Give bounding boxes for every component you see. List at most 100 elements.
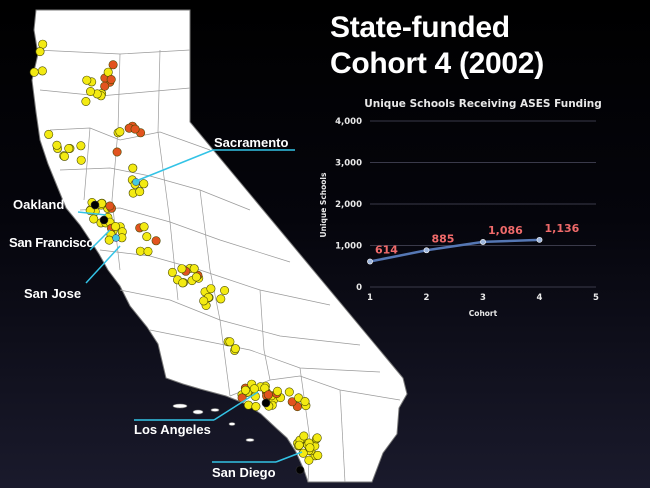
data-point — [423, 247, 430, 254]
school-marker-yellow — [139, 179, 149, 189]
data-labels: 614 885 1,086 1,136 — [375, 222, 580, 257]
data-label: 885 — [432, 232, 455, 245]
city-label-san-francisco: San Francisco — [9, 235, 94, 250]
school-marker-orange — [105, 201, 115, 211]
slide-title: State-funded Cohort 4 (2002) — [330, 10, 544, 82]
y-tick-label: 3,000 — [335, 159, 362, 169]
data-label: 1,136 — [545, 222, 580, 235]
y-tick-labels: 0 1,000 2,000 3,000 4,000 — [335, 117, 362, 293]
school-marker-yellow — [76, 141, 86, 151]
y-axis-label: Unique Schools — [319, 172, 328, 237]
school-marker-yellow — [86, 87, 96, 97]
x-tick-label: 4 — [537, 293, 543, 303]
school-marker-yellow — [284, 387, 294, 397]
school-marker-yellow — [220, 285, 230, 295]
school-marker-orange — [130, 124, 140, 134]
school-marker-yellow — [82, 75, 92, 85]
x-axis-label: Cohort — [469, 309, 498, 318]
school-marker-yellow — [241, 385, 251, 395]
slide-title-line1: State-funded — [330, 11, 510, 44]
slide-title-line2: Cohort 4 (2002) — [330, 47, 544, 80]
school-marker-yellow — [111, 222, 121, 232]
school-marker-yellow — [305, 443, 315, 453]
school-marker-black — [261, 398, 271, 408]
school-marker-orange — [112, 147, 122, 157]
data-label: 1,086 — [488, 224, 523, 237]
school-marker-cyan — [112, 234, 120, 242]
chart-title: Unique Schools Receiving ASES Funding — [364, 98, 602, 110]
school-marker-orange — [263, 390, 273, 400]
school-marker-orange — [151, 236, 161, 246]
school-marker-black — [99, 215, 109, 225]
school-marker-yellow — [313, 450, 323, 460]
chart-gridlines — [370, 120, 596, 288]
san-francisco-leader-line — [89, 229, 111, 251]
school-marker-orange — [100, 81, 110, 91]
data-points — [367, 236, 543, 265]
x-tick-labels: 1 2 3 4 5 — [367, 293, 599, 303]
school-marker-yellow — [115, 127, 125, 137]
school-marker-yellow — [299, 431, 309, 441]
school-marker-yellow — [230, 344, 240, 354]
y-tick-label: 0 — [356, 283, 362, 293]
school-marker-yellow — [139, 222, 149, 232]
school-marker-yellow — [251, 401, 261, 411]
school-marker-yellow — [128, 163, 138, 173]
x-tick-label: 3 — [480, 293, 486, 303]
school-marker-yellow — [304, 455, 314, 465]
city-label-oakland: Oakland — [13, 197, 65, 212]
x-tick-label: 5 — [593, 293, 599, 303]
school-marker-yellow — [52, 140, 62, 150]
school-marker-yellow — [206, 284, 216, 294]
x-tick-label: 1 — [367, 293, 373, 303]
sacramento-leader-line — [135, 149, 214, 182]
oakland-leader-line — [77, 211, 107, 216]
school-marker-black — [295, 465, 305, 475]
school-marker-yellow — [64, 144, 74, 154]
school-marker-yellow — [312, 433, 322, 443]
city-label-san-diego: San Diego — [212, 465, 276, 480]
series-line — [369, 238, 540, 263]
school-markers — [29, 39, 323, 475]
school-marker-yellow — [177, 264, 187, 274]
school-marker-yellow — [44, 129, 54, 139]
y-tick-label: 4,000 — [335, 117, 362, 127]
school-marker-yellow — [272, 386, 282, 396]
school-marker-orange — [108, 60, 118, 70]
x-tick-label: 2 — [424, 293, 430, 303]
city-label-los-angeles: Los Angeles — [134, 422, 211, 437]
san-diego-leader-line — [275, 451, 303, 463]
school-marker-yellow — [89, 214, 99, 224]
school-marker-yellow — [216, 294, 226, 304]
data-point — [536, 236, 543, 243]
channel-islands — [172, 403, 255, 442]
leader-lines — [77, 149, 303, 463]
school-marker-yellow — [300, 396, 310, 406]
data-label: 614 — [375, 244, 398, 257]
school-marker-yellow — [59, 151, 69, 161]
school-marker-yellow — [143, 246, 153, 256]
school-marker-yellow — [76, 155, 86, 165]
data-point — [480, 239, 486, 245]
school-marker-yellow — [225, 337, 235, 347]
school-marker-yellow — [142, 232, 152, 242]
data-point — [367, 258, 373, 265]
city-label-sacramento: Sacramento — [214, 135, 289, 150]
school-marker-yellow — [37, 66, 47, 76]
school-marker-yellow — [199, 296, 209, 306]
los-angeles-leader-line — [213, 391, 259, 421]
school-marker-yellow — [135, 187, 145, 197]
school-marker-black — [90, 200, 100, 210]
school-marker-yellow — [178, 278, 188, 288]
school-marker-orange — [106, 75, 116, 85]
city-label-san-jose: San Jose — [24, 286, 82, 301]
school-marker-yellow — [249, 384, 259, 394]
y-tick-label: 1,000 — [335, 242, 362, 252]
school-marker-yellow — [35, 47, 45, 57]
y-tick-label: 2,000 — [335, 200, 362, 210]
school-marker-yellow — [191, 272, 201, 282]
san-jose-leader-line — [85, 245, 121, 284]
school-marker-yellow — [81, 97, 91, 107]
